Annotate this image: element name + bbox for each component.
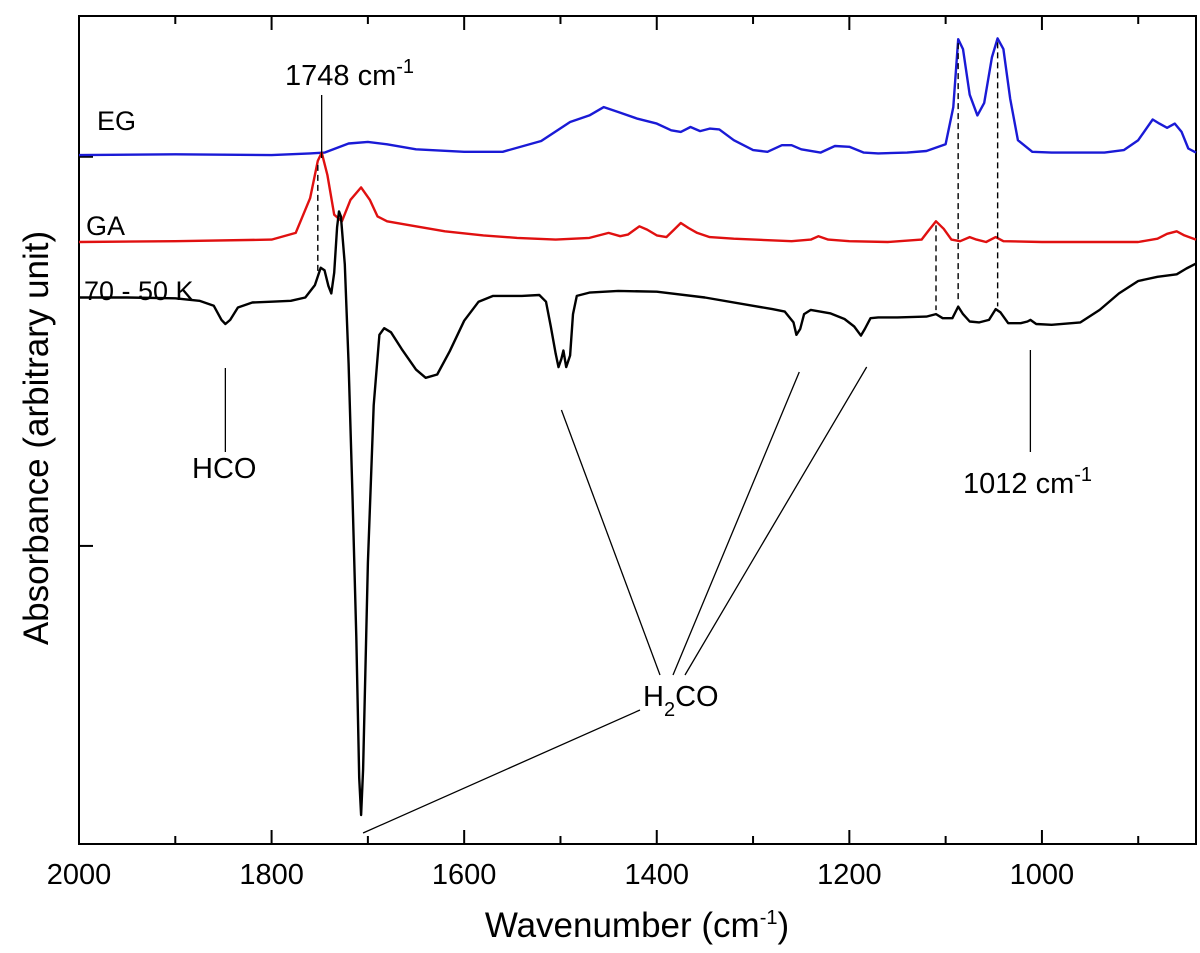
axis-ticks <box>78 16 1140 844</box>
x-axis-title: Wavenumber (cm-1) <box>485 906 789 945</box>
leader-h2co-1252 <box>672 371 800 676</box>
x-tick-label: 1400 <box>625 859 690 891</box>
series-label-eg: EG <box>97 106 136 136</box>
annotation-1748: 1748 cm-1 <box>285 56 414 92</box>
plot-frame <box>78 15 1197 845</box>
series-label-ga: GA <box>86 211 125 241</box>
series-layer <box>78 37 1197 817</box>
series-line-0 <box>78 37 1197 157</box>
annotation-hco: HCO <box>192 453 256 485</box>
x-tick-label: 1200 <box>817 859 882 891</box>
x-tick-label: 1600 <box>432 859 497 891</box>
leader-h2co-1499 <box>560 409 661 676</box>
x-tick-label: 2000 <box>47 859 112 891</box>
leader-h2co-1182 <box>684 366 868 676</box>
series-label-70-50k: 70 - 50 K <box>84 276 194 306</box>
x-tick-label: 1000 <box>1010 859 1075 891</box>
annotation-1012: 1012 cm-1 <box>963 464 1092 500</box>
x-tick-labels: 2000 1800 1600 1400 1200 1000 <box>47 859 1074 891</box>
x-tick-label: 1800 <box>239 859 304 891</box>
dashed-markers <box>317 42 999 311</box>
series-line-1 <box>78 151 1197 244</box>
annotation-leaders <box>224 95 1032 834</box>
leader-h2co-1705 <box>362 709 641 834</box>
series-line-2 <box>79 210 1197 817</box>
annotation-h2co: H2CO <box>643 681 719 721</box>
y-axis-title: Absorbance (arbitrary unit) <box>17 231 56 645</box>
